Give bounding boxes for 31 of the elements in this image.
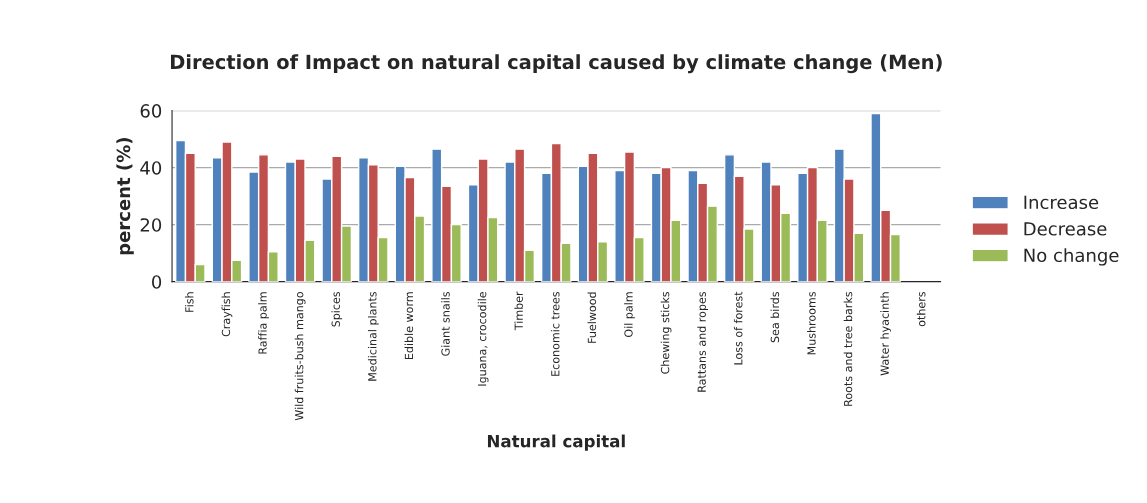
x-tick-label: Fuelwood xyxy=(587,292,597,343)
x-tick-label: Timber xyxy=(514,291,523,331)
x-tick-label: Oil palm xyxy=(624,292,635,337)
y-tick-label: 60 xyxy=(140,104,162,118)
y-tick-label: 0 xyxy=(152,275,162,289)
x-tick-label: Mushrooms xyxy=(807,291,816,355)
x-tick-label: Loss of forest xyxy=(733,291,743,365)
y-tick-label: 20 xyxy=(140,218,162,232)
x-tick-label: Iguana, crocodile xyxy=(477,292,489,386)
x-tick-label: Edible worm xyxy=(404,292,414,360)
y-tick-label: 40 xyxy=(140,161,162,175)
x-tick-label: Spices xyxy=(331,291,343,327)
x-tick-label: Raffia palm xyxy=(258,292,269,354)
x-tick-label: Wild fruits-bush mango xyxy=(294,292,306,421)
x-tick-label: Sea birds xyxy=(770,291,780,343)
chart-title: Direction of Impact on natural capital caused by climate change (Men) xyxy=(170,54,942,74)
x-tick-label: Crayfish xyxy=(221,292,233,337)
x-tick-label: Chewing sticks xyxy=(660,291,672,374)
x-tick-label: Water hyacinth xyxy=(880,292,892,376)
x-axis-title: Natural capital xyxy=(487,434,625,451)
x-tick-label: Rattans and ropes xyxy=(697,291,709,392)
x-tick-label: Economic trees xyxy=(550,291,560,376)
x-tick-label: Roots and tree barks xyxy=(843,291,853,406)
y-axis-title: percent (%) xyxy=(116,138,134,255)
x-tick-label: others xyxy=(916,291,926,327)
legend-label: Increase xyxy=(1024,195,1099,210)
x-tick-label: Giant snails xyxy=(441,291,450,356)
legend-label: Decrease xyxy=(1024,222,1107,236)
x-tick-label: Fish xyxy=(184,292,194,312)
x-tick-label: Medicinal plants xyxy=(367,291,379,381)
legend-label: No change xyxy=(1024,248,1119,266)
